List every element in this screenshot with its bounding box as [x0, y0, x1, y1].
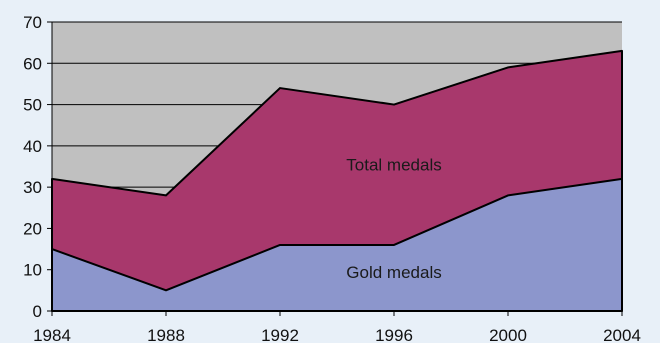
y-tick-label: 20: [23, 219, 42, 238]
x-axis-ticks: 1984 1988 1992 1996 2000 2004: [33, 311, 641, 343]
x-tick-label: 1992: [261, 326, 299, 343]
y-tick-label: 70: [23, 13, 42, 32]
y-axis-ticks: 0 10 20 30 40 50 60 70: [23, 13, 52, 321]
y-tick-label: 30: [23, 178, 42, 197]
gold-medals-area: [51, 177, 623, 312]
x-tick-label: 2004: [603, 326, 641, 343]
x-tick-label: 2000: [489, 326, 527, 343]
y-tick-label: 0: [33, 302, 42, 321]
y-tick-label: 50: [23, 96, 42, 115]
annotation-label: Gold medals: [346, 263, 441, 282]
y-tick-label: 40: [23, 137, 42, 156]
x-tick-label: 1996: [375, 326, 413, 343]
x-tick-label: 1984: [33, 326, 71, 343]
annotations: Total medals Gold medals: [346, 156, 441, 282]
y-tick-label: 10: [23, 261, 42, 280]
annotation-label: Total medals: [346, 156, 441, 175]
x-tick-label: 1988: [147, 326, 185, 343]
y-tick-label: 60: [23, 54, 42, 73]
